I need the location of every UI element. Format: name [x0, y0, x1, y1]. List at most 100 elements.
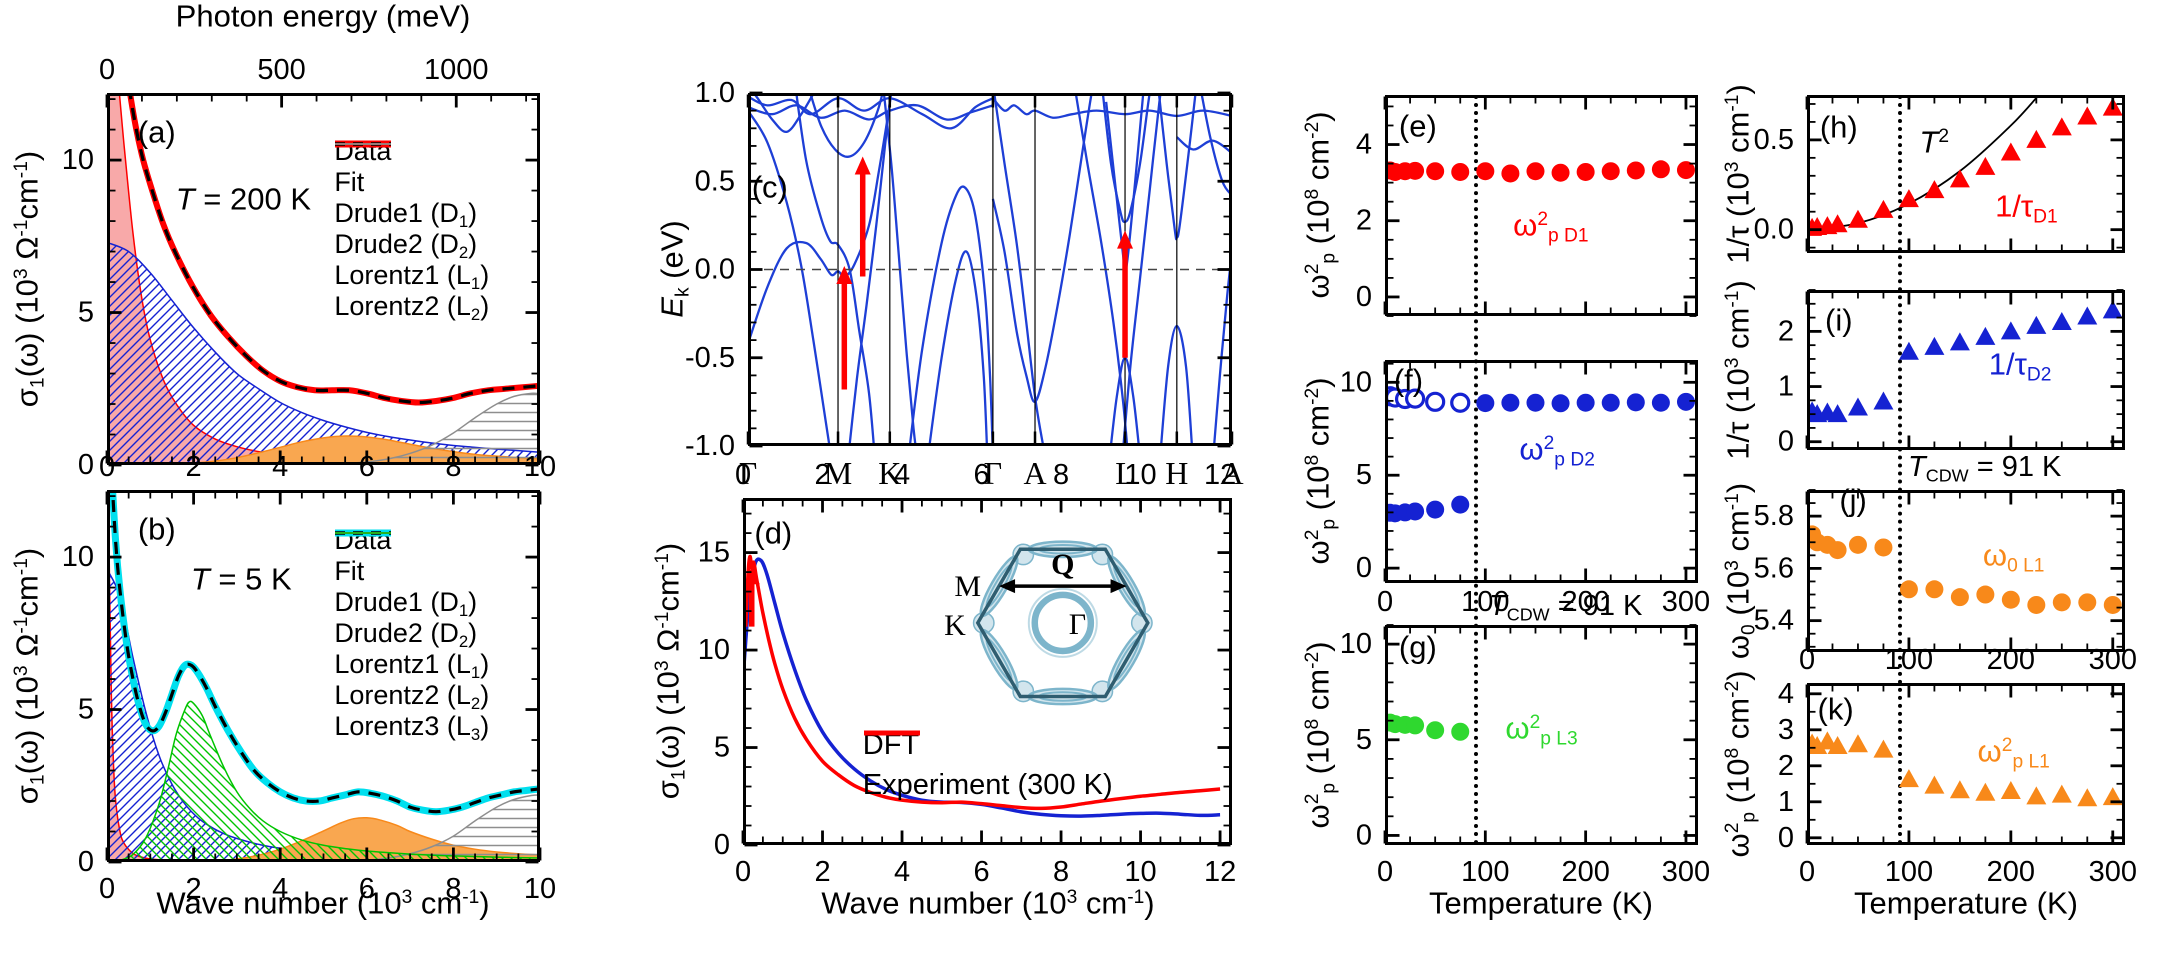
legend-item: Drude1 (D1) [334, 532, 489, 619]
legend-item: Experiment (300 K) [862, 730, 1113, 805]
annotation-k: ω2p L1 [1977, 733, 2050, 773]
y-title-c: Ek (eV) [654, 220, 694, 318]
annotation-h: (h) [1819, 109, 1858, 145]
svg-text:-1.0: -1.0 [685, 430, 735, 462]
svg-text:2: 2 [814, 856, 830, 888]
svg-text:2: 2 [1778, 750, 1794, 782]
svg-text:5: 5 [1356, 724, 1372, 756]
svg-text:8: 8 [1053, 459, 1069, 491]
legend-label: Lorentz3 (L3) [334, 711, 490, 745]
svg-text:200: 200 [1561, 586, 1609, 618]
svg-text:H: H [1165, 455, 1188, 491]
svg-text:200: 200 [1987, 856, 2035, 888]
svg-text:0: 0 [99, 451, 115, 483]
annotation-j: ω0 L1 [1982, 537, 2045, 577]
svg-text:10: 10 [62, 541, 94, 573]
svg-text:3: 3 [1778, 714, 1794, 746]
x-title-efg: Temperature (K) [1429, 885, 1653, 921]
svg-text:500: 500 [257, 54, 305, 86]
chart-svg-i: 0 1 2 [1778, 289, 2125, 458]
svg-text:6: 6 [359, 451, 375, 483]
svg-text:1.0: 1.0 [695, 77, 735, 109]
annotation-h: 1/τD1 [1995, 188, 2058, 227]
svg-text:A: A [1023, 455, 1046, 491]
svg-text:200: 200 [1987, 644, 2035, 676]
annotation-f: ω2p D2 [1519, 431, 1595, 471]
legend-label: Drude2 (D2) [334, 618, 478, 652]
svg-text:10: 10 [1124, 856, 1156, 888]
panel-c: -1.0 -0.5 0.0 0.5 1.0 Γ M K Γ A L H A (c) [685, 77, 1244, 491]
svg-text:4: 4 [272, 451, 288, 483]
svg-text:0: 0 [1356, 552, 1372, 584]
svg-text:0: 0 [1799, 856, 1815, 888]
svg-text:0.0: 0.0 [695, 254, 735, 286]
svg-text:12: 12 [1204, 856, 1236, 888]
svg-text:0: 0 [99, 54, 115, 86]
chart-svg-f: 0 5 10 [1340, 360, 1698, 584]
legend-label: Lorentz1 (L1) [334, 259, 490, 293]
chart-svg-h: 0.0 0.5 [1754, 95, 2125, 253]
panel-e: 0 2 4 (e) ω2p D1 [1356, 95, 1698, 317]
legend-item: Lorentz3 (L3) [334, 532, 490, 745]
annotation-a: T = 200 K [175, 181, 312, 217]
svg-text:A: A [1220, 455, 1243, 491]
y-title-d: σ1(ω) (103 Ω-1cm-1) [650, 542, 690, 800]
legend-label: Fit [334, 166, 365, 197]
svg-text:0: 0 [1799, 644, 1815, 676]
legend-label: Drude2 (D2) [334, 228, 478, 262]
svg-text:0.5: 0.5 [1754, 124, 1794, 156]
svg-text:10: 10 [524, 873, 556, 905]
annotation-i: 1/τD2 [1988, 346, 2052, 385]
svg-text:0: 0 [735, 459, 751, 491]
svg-text:0: 0 [1778, 426, 1794, 458]
top-axis-title: Photon energy (meV) [175, 0, 471, 34]
svg-text:6: 6 [973, 856, 989, 888]
chart-svg-d: MK ΓQ 0 2 4 6 8 10 12 0 2 4 6 8 10 12 0 5 10 15 [698, 459, 1236, 888]
panel-f: 0 5 10 (f) ω2p D2 [1340, 360, 1698, 584]
svg-text:1: 1 [1778, 371, 1794, 403]
svg-text:0: 0 [1356, 819, 1372, 851]
tcdw-label-col4: TCDW = 91 K [1908, 451, 2062, 486]
chart-svg-j: 5.4 5.6 5.8 [1754, 489, 2125, 652]
annotation-a: (a) [137, 114, 176, 150]
annotation-c: (c) [751, 169, 788, 205]
x-title-ab: Wave number (103 cm-1) [156, 885, 490, 921]
legend-label: Experiment (300 K) [862, 768, 1113, 801]
tcdw-line-col3 [1474, 95, 1478, 845]
svg-text:5: 5 [714, 732, 730, 764]
panel-d: M K Γ Q 0 2 4 6 8 10 12 0 2 4 6 8 10 12 0 5 10 15 (d) DFT Experi… [698, 459, 1236, 888]
panel-b: 0 2 4 6 8 10 0 2 4 6 8 10 0 5 10 (b) T = 5 K Data Fit Drude… [62, 451, 556, 905]
svg-text:Q: Q [1051, 548, 1074, 581]
y-title-i: 1/τ (103 cm-1) [1720, 280, 1756, 460]
svg-text:10: 10 [1340, 628, 1372, 660]
svg-text:5.4: 5.4 [1754, 605, 1794, 637]
svg-text:8: 8 [445, 451, 461, 483]
y-title-b: σ1(ω) (103 Ω-1cm-1) [9, 547, 49, 805]
y-title-h: 1/τ (103 cm-1) [1720, 84, 1756, 264]
chart-svg-b: 0 2 4 6 8 10 0 2 4 6 8 10 0 5 10 [62, 451, 556, 905]
legend-item: Drude2 (D2) [334, 143, 489, 262]
y-title-a: σ1(ω) (103 Ω-1cm-1) [9, 150, 49, 408]
svg-text:10: 10 [524, 451, 556, 483]
svg-text:2: 2 [186, 873, 202, 905]
legend-a: Data Fit Drude1 (D1) Drude2 (D2) Lorentz1 (L… [334, 136, 489, 322]
panel-k: 0 100 200 300 0 100 200 300 0 1 2 3 4 (k) ω2p L1 [1778, 644, 2137, 888]
chart-svg-g: 0 100 200 300 0 100 200 300 0 5 10 [1340, 586, 1710, 888]
panel-h: 0.0 0.5 (h) T2 1/τD1 [1754, 95, 2125, 253]
svg-text:8: 8 [445, 873, 461, 905]
annotation-j: (j) [1839, 482, 1867, 518]
legend-label: Lorentz2 (L2) [334, 680, 490, 714]
svg-text:100: 100 [1885, 644, 1933, 676]
legend-item: Lorentz1 (L1) [334, 143, 490, 293]
annotation-b: (b) [137, 511, 176, 547]
svg-text:15: 15 [698, 537, 730, 569]
y-title-j: ω0 (103 cm-1) [1720, 482, 1760, 660]
svg-text:4: 4 [272, 873, 288, 905]
legend-item: Drude2 (D2) [334, 532, 489, 652]
svg-text:10: 10 [1124, 459, 1156, 491]
svg-text:M: M [824, 455, 852, 491]
svg-text:300: 300 [1662, 586, 1710, 618]
y-title-k: ω2p (108 cm-2) [1720, 670, 1760, 858]
legend-item: Lorentz2 (L2) [334, 143, 489, 323]
